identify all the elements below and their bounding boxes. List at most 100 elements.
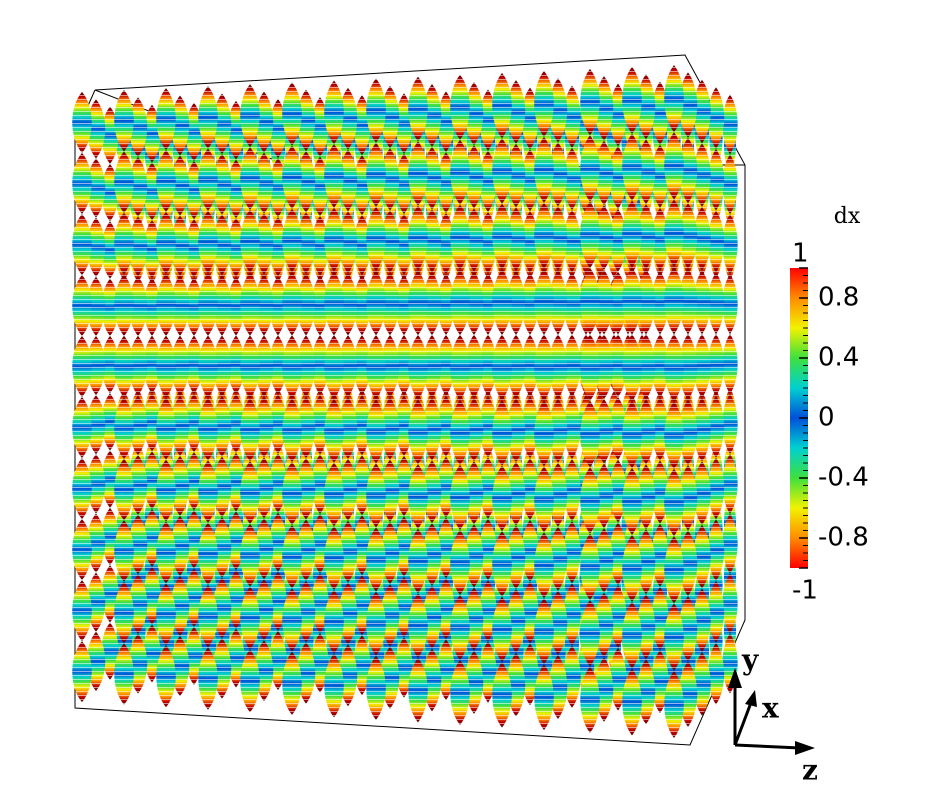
helix-stripes (636, 269, 656, 335)
helix-stripes (380, 210, 400, 273)
helix-stripes (114, 520, 134, 582)
helix-stripes (622, 401, 642, 469)
helix-stripes (548, 334, 568, 399)
helix-stripes (722, 274, 738, 335)
helix-stripes (366, 527, 386, 592)
helix-stripes (534, 400, 554, 467)
helix-stripes (324, 653, 344, 718)
helix-stripes (464, 82, 484, 146)
tick-label: -0.8 (818, 523, 869, 553)
helix-stripes (170, 515, 190, 576)
helix-column (72, 91, 92, 703)
helix-stripes (707, 87, 725, 149)
helix-column (101, 106, 119, 680)
helix-stripes (521, 211, 539, 273)
helix-stripes (198, 585, 218, 648)
helix-stripes (269, 630, 287, 690)
helix-stripes (636, 594, 656, 660)
axis-label: y (741, 644, 759, 677)
helix-stripes (269, 453, 287, 513)
helix-stripes (464, 145, 484, 209)
helix-stripes (622, 334, 642, 402)
helix-stripes (594, 76, 614, 141)
helix-stripes (580, 68, 600, 136)
helix-stripes (664, 199, 684, 267)
helix-stripes (580, 400, 600, 468)
helix-stripes (636, 464, 656, 530)
helix-stripes (156, 273, 176, 336)
helix-stripes (311, 633, 329, 693)
helix-stripes (282, 525, 302, 589)
helix-stripes (563, 583, 581, 646)
tick-label: -0.4 (818, 463, 869, 493)
helix-stripes (269, 394, 287, 454)
helix-stripes (353, 155, 371, 216)
helix-stripes (101, 450, 119, 508)
helix-stripes (240, 586, 260, 650)
helix-stripes (395, 274, 413, 336)
helix-stripes (678, 72, 698, 138)
helix-stripes (651, 650, 669, 714)
helix-stripes (678, 137, 698, 204)
helix-stripes (636, 334, 656, 400)
helix-stripes (651, 334, 669, 398)
helix-stripes (338, 335, 358, 398)
helix-stripes (707, 395, 725, 458)
helix-stripes (722, 453, 738, 514)
helix-stripes (722, 393, 738, 454)
helix-stripes (128, 216, 148, 277)
helix-stripes (380, 335, 400, 398)
helix-stripes (594, 140, 614, 206)
helix-column (156, 88, 176, 708)
helix-stripes (353, 335, 371, 396)
helix-stripes (422, 272, 442, 335)
helix-column (722, 94, 738, 694)
helix-stripes (622, 267, 642, 335)
helix-stripes (324, 590, 344, 654)
helix-stripes (86, 276, 106, 336)
helix-stripes (324, 462, 344, 527)
helix-stripes (227, 276, 245, 336)
helix-stripes (664, 401, 684, 469)
helix-stripes (506, 271, 526, 335)
helix-stripes (408, 334, 428, 400)
helix-stripes (479, 334, 497, 397)
helix-column (580, 68, 600, 733)
helix-column (269, 99, 287, 690)
helix-stripes (437, 152, 455, 214)
helix-stripes (521, 396, 539, 459)
helix-stripes (722, 214, 738, 275)
helix-column (296, 89, 316, 704)
helix-stripes (395, 455, 413, 517)
helix-stripes (143, 162, 161, 221)
helix-stripes (594, 334, 614, 399)
helix-stripes (521, 334, 539, 397)
helix-stripes (269, 217, 287, 277)
helix-stripes (521, 643, 539, 706)
helix-stripes (622, 66, 642, 134)
axis-arrow (728, 668, 742, 688)
helix-stripes (422, 397, 442, 461)
helix-stripes (72, 397, 92, 459)
helix-stripes (254, 91, 274, 153)
helix-stripes (534, 466, 554, 533)
helix-stripes (198, 397, 218, 461)
helix-stripes (437, 456, 455, 518)
helix-stripes (422, 585, 442, 649)
helix-stripes (324, 335, 344, 399)
tick-label: 0.4 (818, 343, 859, 373)
helix-stripes (128, 156, 148, 217)
helix-stripes (450, 594, 470, 660)
helix-stripes (227, 218, 245, 277)
helix-stripes (240, 461, 260, 524)
helix-stripes (72, 580, 92, 642)
helix-stripes (580, 467, 600, 534)
helix-stripes (651, 144, 669, 208)
helix-stripes (101, 565, 119, 623)
helix-stripes (156, 645, 176, 708)
colorbar-title: dx (834, 204, 861, 229)
helix-stripes (212, 396, 232, 457)
helix-stripes (580, 135, 600, 202)
helix-stripes (185, 626, 203, 685)
helix-stripes (722, 573, 738, 634)
